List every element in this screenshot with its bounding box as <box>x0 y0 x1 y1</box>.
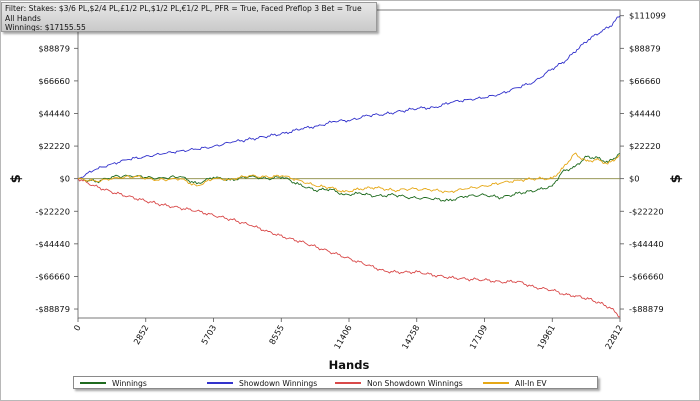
y-tick-label-left: $44440 <box>38 108 70 118</box>
y-tick-label-right: -$44440 <box>629 239 664 249</box>
legend-swatch-showdown-winnings <box>207 382 233 384</box>
y-tick-label-left: $66660 <box>38 76 70 86</box>
y-tick-label-right: $111099 <box>629 11 666 21</box>
y-tick-label-left: -$44440 <box>35 239 70 249</box>
filter-text: Filter: Stakes: $3/6 PL,$2/4 PL,£1/2 PL,… <box>5 4 362 13</box>
x-axis-title: Hands <box>329 358 370 372</box>
y-tick-label-right: $22220 <box>629 141 661 151</box>
legend-label-all-in-ev: All-In EV <box>515 378 547 388</box>
filter-hands-label: All Hands <box>5 13 41 23</box>
y-tick-label-left: $88879 <box>38 43 70 53</box>
legend-label-winnings: Winnings <box>112 378 147 388</box>
x-tick-label: 8555 <box>267 323 286 346</box>
x-tick-label: 22812 <box>603 323 625 351</box>
legend: Winnings Showdown Winnings Non Showdown … <box>73 376 598 389</box>
x-tick-label: 0 <box>71 323 82 333</box>
y-tick-label-right: $44440 <box>629 108 661 118</box>
legend-item-showdown-winnings: Showdown Winnings <box>207 378 317 388</box>
y-tick-label-right: -$66660 <box>629 271 664 281</box>
y-axis-title-right: $ <box>669 174 684 183</box>
y-tick-label-left: -$88879 <box>35 304 70 314</box>
y-tick-label-right: $88879 <box>629 43 661 53</box>
legend-swatch-winnings <box>80 382 106 384</box>
x-tick-label: 19961 <box>535 323 557 351</box>
y-tick-label-left: $0 <box>59 174 70 184</box>
y-tick-label-right: -$22220 <box>629 206 664 216</box>
legend-swatch-non-showdown-winnings <box>335 382 361 384</box>
legend-label-non-showdown-winnings: Non Showdown Winnings <box>367 378 463 388</box>
series-line-showdown-winnings <box>77 15 621 180</box>
y-tick-label-left: -$22220 <box>35 206 70 216</box>
x-tick-label: 14258 <box>400 323 422 351</box>
filter-panel: Filter: Stakes: $3/6 PL,$2/4 PL,£1/2 PL,… <box>1 2 377 32</box>
y-axis-title-left: $ <box>9 174 24 183</box>
x-tick-label: 17109 <box>467 323 489 351</box>
y-tick-label-right: $0 <box>629 174 640 184</box>
series-line-all-in-ev <box>77 152 621 194</box>
filter-winnings-label: Winnings: $17155.55 <box>5 23 86 32</box>
y-tick-label-right: $66660 <box>629 76 661 86</box>
legend-item-all-in-ev: All-In EV <box>483 378 547 388</box>
legend-item-non-showdown-winnings: Non Showdown Winnings <box>335 378 463 388</box>
x-tick-label: 11406 <box>332 323 354 351</box>
y-tick-label-left: $22220 <box>38 141 70 151</box>
legend-label-showdown-winnings: Showdown Winnings <box>239 378 318 388</box>
series-line-non-showdown-winnings <box>77 178 621 318</box>
plot-frame <box>77 9 621 319</box>
y-tick-label-left: -$66660 <box>35 271 70 281</box>
x-tick-label: 2852 <box>131 323 150 346</box>
y-tick-label-right: -$88879 <box>629 304 664 314</box>
legend-swatch-all-in-ev <box>483 382 509 384</box>
x-tick-label: 5703 <box>199 323 218 346</box>
legend-item-winnings: Winnings <box>80 378 147 388</box>
series-line-winnings <box>77 153 621 202</box>
